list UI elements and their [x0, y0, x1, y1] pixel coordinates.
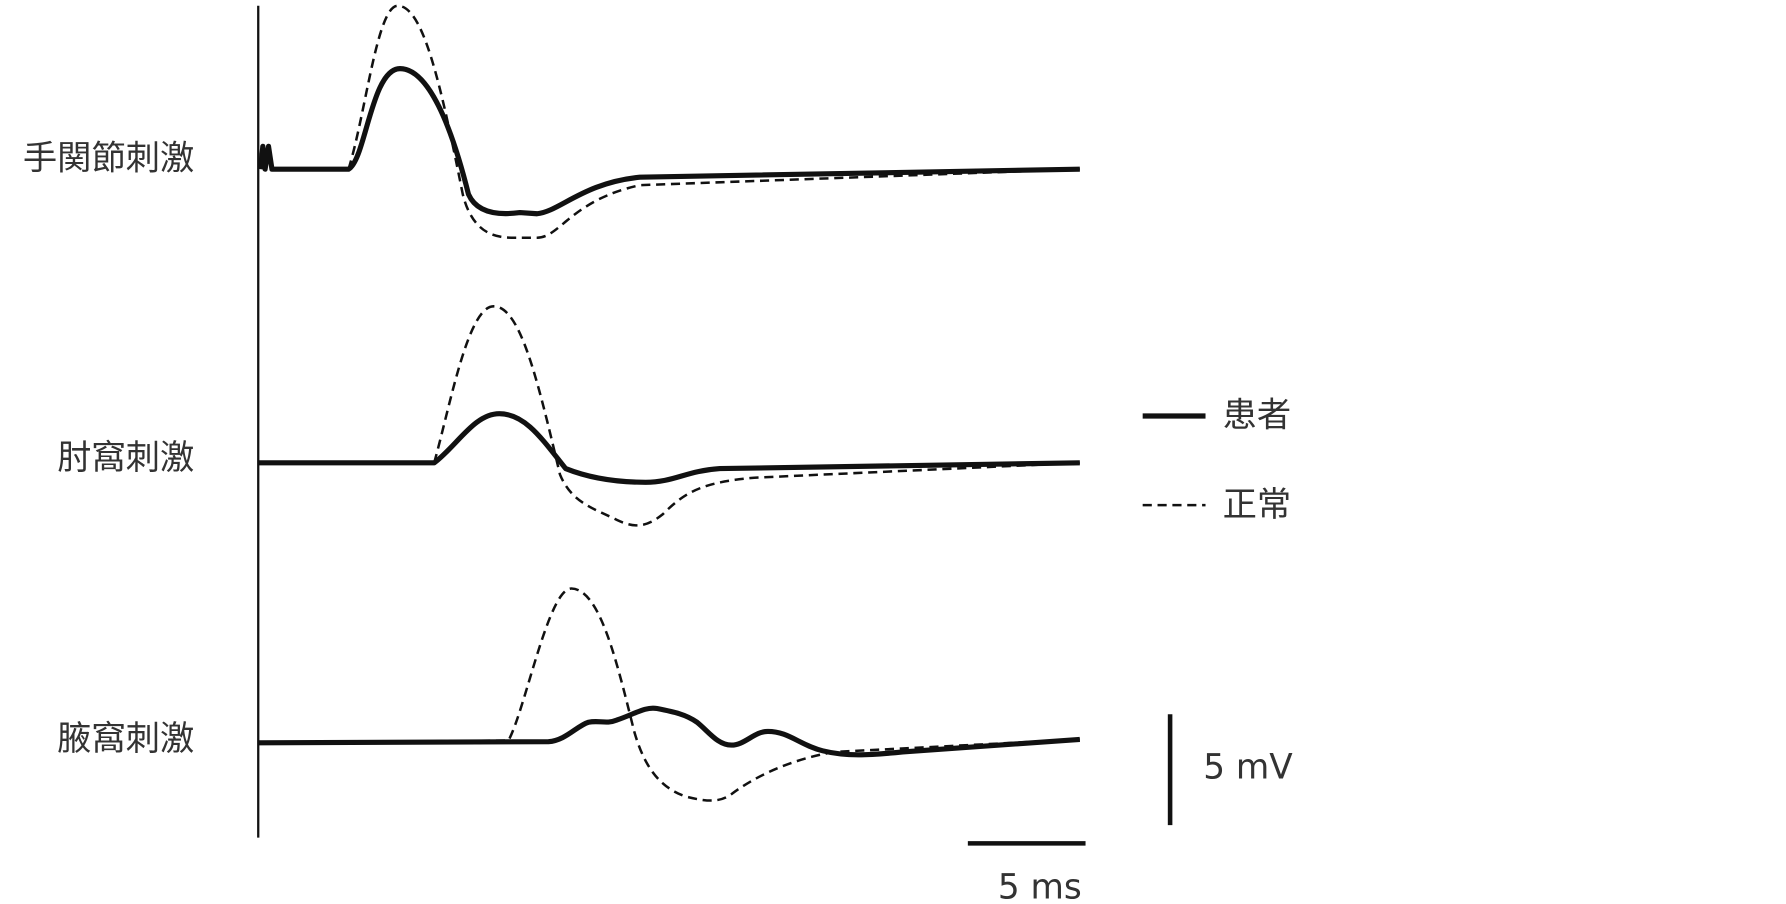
normal-trace [433, 305, 1080, 527]
legend-label: 正常 [1223, 485, 1292, 525]
normal-trace [347, 4, 1080, 240]
legend-label: 患者 [1223, 396, 1292, 436]
voltage-scale-label: 5 mV [1203, 748, 1293, 788]
trace-label: 手関節刺激 [23, 139, 194, 179]
patient-trace [258, 705, 1081, 758]
trace-label: 腋窩刺激 [57, 719, 194, 759]
normal-trace [258, 587, 1080, 802]
trace-label: 肘窩刺激 [57, 438, 194, 478]
time-scale-label: 5 ms [998, 868, 1082, 904]
patient-trace [257, 66, 1080, 217]
patient-trace [258, 411, 1080, 485]
